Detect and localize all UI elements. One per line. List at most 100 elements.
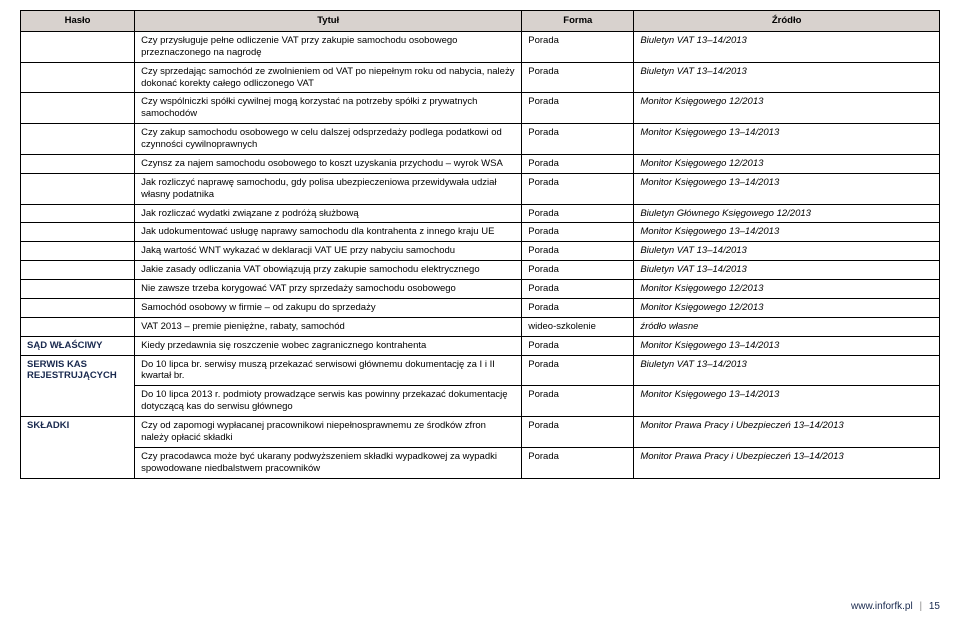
cell-forma: Porada [522,386,634,417]
cell-haslo [21,173,135,204]
cell-tytul: Czy wspólniczki spółki cywilnej mogą kor… [135,93,522,124]
cell-tytul: Samochód osobowy w firmie – od zakupu do… [135,298,522,317]
cell-haslo [21,242,135,261]
cell-forma: Porada [522,31,634,62]
cell-zrodlo: Monitor Księgowego 12/2013 [634,93,940,124]
cell-forma: Porada [522,154,634,173]
cell-zrodlo: Monitor Księgowego 12/2013 [634,154,940,173]
col-forma: Forma [522,11,634,32]
cell-forma: Porada [522,93,634,124]
cell-tytul: Do 10 lipca 2013 r. podmioty prowadzące … [135,386,522,417]
table-body: Czy przysługuje pełne odliczenie VAT prz… [21,31,940,478]
footer-url: www.inforfk.pl [851,601,913,612]
cell-zrodlo: źródło własne [634,317,940,336]
col-haslo: Hasło [21,11,135,32]
table-row: VAT 2013 – premie pieniężne, rabaty, sam… [21,317,940,336]
cell-zrodlo: Monitor Księgowego 13–14/2013 [634,386,940,417]
cell-forma: Porada [522,124,634,155]
table-row: Nie zawsze trzeba korygować VAT przy spr… [21,280,940,299]
cell-haslo [21,317,135,336]
cell-tytul: Nie zawsze trzeba korygować VAT przy spr… [135,280,522,299]
cell-tytul: Czy od zapomogi wypłacanej pracownikowi … [135,417,522,448]
cell-tytul: Jak rozliczać wydatki związane z podróżą… [135,204,522,223]
cell-zrodlo: Monitor Księgowego 13–14/2013 [634,173,940,204]
table-row: Samochód osobowy w firmie – od zakupu do… [21,298,940,317]
table-row: Czy przysługuje pełne odliczenie VAT prz… [21,31,940,62]
table-row: Czy zakup samochodu osobowego w celu dal… [21,124,940,155]
cell-zrodlo: Biuletyn VAT 13–14/2013 [634,62,940,93]
cell-tytul: Kiedy przedawnia się roszczenie wobec za… [135,336,522,355]
table-row: SĄD WŁAŚCIWYKiedy przedawnia się roszcze… [21,336,940,355]
table-header-row: Hasło Tytuł Forma Źródło [21,11,940,32]
cell-zrodlo: Monitor Księgowego 12/2013 [634,298,940,317]
cell-zrodlo: Biuletyn VAT 13–14/2013 [634,242,940,261]
cell-zrodlo: Monitor Prawa Pracy i Ubezpieczeń 13–14/… [634,417,940,448]
cell-forma: Porada [522,280,634,299]
cell-haslo: SERWIS KAS REJESTRUJĄCYCH [21,355,135,417]
table-row: Jaką wartość WNT wykazać w deklaracji VA… [21,242,940,261]
col-tytul: Tytuł [135,11,522,32]
cell-zrodlo: Monitor Księgowego 13–14/2013 [634,336,940,355]
table-row: Czy sprzedając samochód ze zwolnieniem o… [21,62,940,93]
cell-haslo [21,124,135,155]
cell-forma: wideo-szkolenie [522,317,634,336]
cell-zrodlo: Biuletyn Głównego Księgowego 12/2013 [634,204,940,223]
cell-haslo [21,93,135,124]
data-table: Hasło Tytuł Forma Źródło Czy przysługuje… [20,10,940,479]
col-zrodlo: Źródło [634,11,940,32]
cell-tytul: Do 10 lipca br. serwisy muszą przekazać … [135,355,522,386]
table-row: SKŁADKICzy od zapomogi wypłacanej pracow… [21,417,940,448]
page-container: Hasło Tytuł Forma Źródło Czy przysługuje… [0,0,960,618]
cell-haslo [21,280,135,299]
cell-haslo [21,223,135,242]
cell-tytul: Czy przysługuje pełne odliczenie VAT prz… [135,31,522,62]
cell-tytul: VAT 2013 – premie pieniężne, rabaty, sam… [135,317,522,336]
table-row: Do 10 lipca 2013 r. podmioty prowadzące … [21,386,940,417]
cell-haslo [21,204,135,223]
table-row: Czy wspólniczki spółki cywilnej mogą kor… [21,93,940,124]
table-row: Jakie zasady odliczania VAT obowiązują p… [21,261,940,280]
table-row: Jak rozliczyć naprawę samochodu, gdy pol… [21,173,940,204]
table-row: Czy pracodawca może być ukarany podwyższ… [21,447,940,478]
cell-forma: Porada [522,261,634,280]
table-row: Jak rozliczać wydatki związane z podróżą… [21,204,940,223]
cell-tytul: Czy pracodawca może być ukarany podwyższ… [135,447,522,478]
cell-tytul: Czy zakup samochodu osobowego w celu dal… [135,124,522,155]
page-footer: www.inforfk.pl | 15 [851,601,940,612]
cell-zrodlo: Monitor Prawa Pracy i Ubezpieczeń 13–14/… [634,447,940,478]
table-row: SERWIS KAS REJESTRUJĄCYCHDo 10 lipca br.… [21,355,940,386]
cell-forma: Porada [522,204,634,223]
cell-forma: Porada [522,173,634,204]
cell-haslo [21,298,135,317]
cell-haslo: SĄD WŁAŚCIWY [21,336,135,355]
table-row: Czynsz za najem samochodu osobowego to k… [21,154,940,173]
cell-tytul: Czy sprzedając samochód ze zwolnieniem o… [135,62,522,93]
cell-haslo [21,154,135,173]
cell-haslo [21,31,135,62]
cell-zrodlo: Biuletyn VAT 13–14/2013 [634,355,940,386]
cell-forma: Porada [522,242,634,261]
table-row: Jak udokumentować usługę naprawy samocho… [21,223,940,242]
cell-forma: Porada [522,447,634,478]
cell-tytul: Jaką wartość WNT wykazać w deklaracji VA… [135,242,522,261]
footer-separator: | [915,601,926,612]
cell-haslo: SKŁADKI [21,417,135,479]
cell-forma: Porada [522,336,634,355]
cell-haslo [21,62,135,93]
cell-forma: Porada [522,62,634,93]
cell-tytul: Jak rozliczyć naprawę samochodu, gdy pol… [135,173,522,204]
cell-forma: Porada [522,355,634,386]
cell-forma: Porada [522,298,634,317]
cell-tytul: Czynsz za najem samochodu osobowego to k… [135,154,522,173]
cell-zrodlo: Biuletyn VAT 13–14/2013 [634,31,940,62]
cell-zrodlo: Monitor Księgowego 13–14/2013 [634,223,940,242]
cell-forma: Porada [522,417,634,448]
cell-forma: Porada [522,223,634,242]
cell-zrodlo: Biuletyn VAT 13–14/2013 [634,261,940,280]
cell-tytul: Jak udokumentować usługę naprawy samocho… [135,223,522,242]
cell-haslo [21,261,135,280]
cell-tytul: Jakie zasady odliczania VAT obowiązują p… [135,261,522,280]
cell-zrodlo: Monitor Księgowego 12/2013 [634,280,940,299]
cell-zrodlo: Monitor Księgowego 13–14/2013 [634,124,940,155]
footer-page-number: 15 [929,601,940,612]
